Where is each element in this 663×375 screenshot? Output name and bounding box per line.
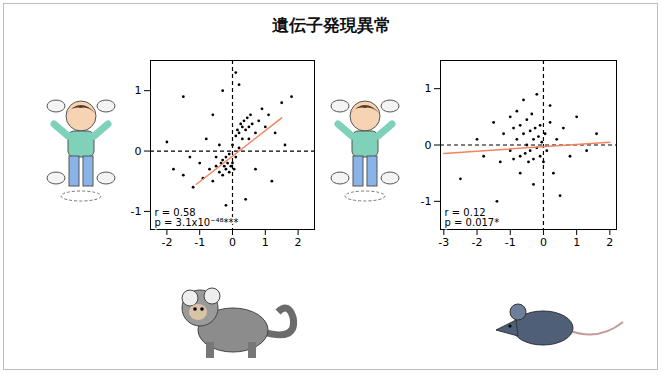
svg-text:1: 1 bbox=[573, 236, 580, 249]
svg-text:r = 0.58p = 3.1x10⁻⁴⁸***: r = 0.58p = 3.1x10⁻⁴⁸*** bbox=[155, 207, 239, 228]
svg-text:2: 2 bbox=[295, 236, 302, 249]
svg-text:0: 0 bbox=[540, 236, 547, 249]
svg-text:-2: -2 bbox=[161, 236, 172, 249]
svg-text:-1: -1 bbox=[505, 236, 516, 249]
svg-text:1: 1 bbox=[425, 82, 432, 95]
svg-text:-1: -1 bbox=[194, 236, 205, 249]
svg-text:0: 0 bbox=[425, 139, 432, 152]
svg-text:1: 1 bbox=[135, 84, 142, 97]
svg-text:-2: -2 bbox=[472, 236, 483, 249]
svg-text:1: 1 bbox=[262, 236, 269, 249]
svg-text:0: 0 bbox=[135, 145, 142, 158]
svg-text:0: 0 bbox=[229, 236, 236, 249]
svg-text:2: 2 bbox=[606, 236, 613, 249]
svg-text:-1: -1 bbox=[131, 205, 142, 218]
svg-text:-3: -3 bbox=[438, 236, 449, 249]
svg-text:r = 0.12p = 0.017*: r = 0.12p = 0.017* bbox=[445, 207, 500, 228]
html-text:遺伝子発現異常: 遺伝子発現異常 bbox=[272, 15, 391, 35]
svg-text:-1: -1 bbox=[421, 195, 432, 208]
